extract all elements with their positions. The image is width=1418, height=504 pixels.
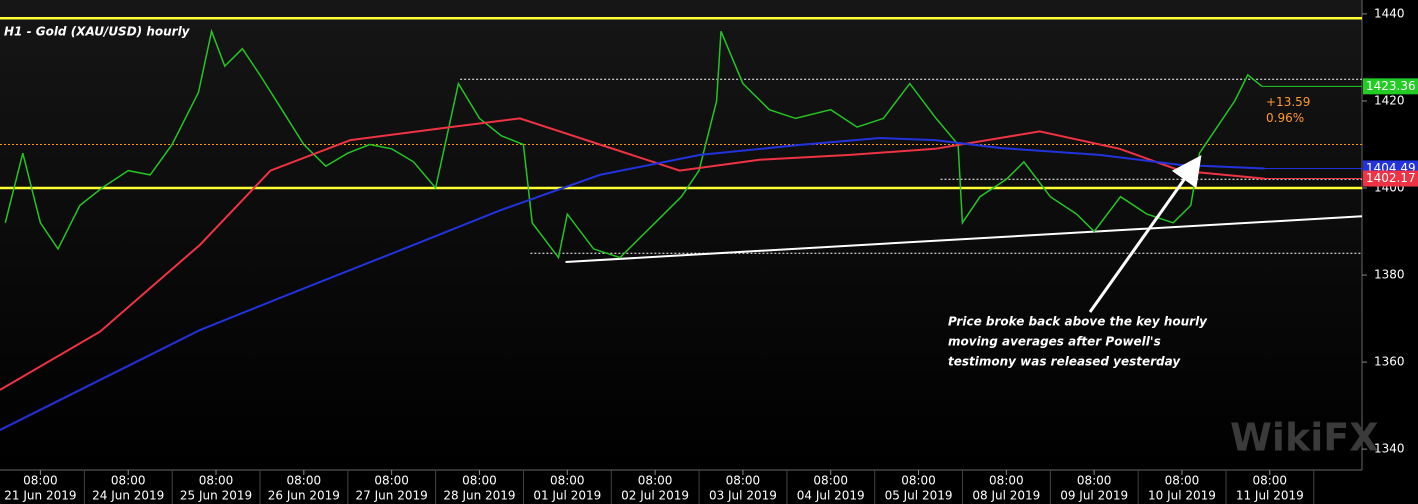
annotation-arrow (1088, 155, 1202, 313)
x-tick-label: 08:00 (111, 474, 146, 488)
x-tick-label: 08:00 (989, 474, 1024, 488)
x-tick-date: 09 Jul 2019 (1060, 489, 1128, 503)
price-tag (1363, 170, 1418, 187)
y-tick-label: 1360 (1374, 355, 1405, 369)
x-tick-label: 08:00 (1165, 474, 1200, 488)
x-tick-date: 04 Jul 2019 (797, 489, 865, 503)
annotation-line: testimony was released yesterday (948, 355, 1181, 369)
price-tag (1363, 78, 1418, 95)
x-tick-label: 08:00 (23, 474, 58, 488)
x-tick-date: 03 Jul 2019 (709, 489, 777, 503)
series-line (0, 117, 1265, 391)
x-tick-label: 08:00 (199, 474, 234, 488)
x-tick-label: 08:00 (638, 474, 673, 488)
plot-background (0, 0, 1362, 470)
x-tick-label: 08:00 (374, 474, 409, 488)
y-tick-label: 1440 (1374, 6, 1405, 20)
series-line (0, 136, 1265, 431)
x-tick-date: 01 Jul 2019 (533, 489, 601, 503)
price-tag-label: 1423.36 (1366, 79, 1416, 93)
x-tick-label: 08:00 (813, 474, 848, 488)
x-tick-label: 08:00 (462, 474, 497, 488)
x-tick-label: 08:00 (1077, 474, 1112, 488)
y-tick-label: 1380 (1374, 268, 1405, 282)
x-tick-label: 08:00 (1252, 474, 1287, 488)
x-tick-date: 21 Jun 2019 (4, 489, 76, 503)
trendline (565, 215, 1363, 263)
x-tick-label: 08:00 (287, 474, 322, 488)
annotation-line: moving averages after Powell's (948, 335, 1161, 349)
series-line (4, 28, 1263, 260)
x-tick-date: 02 Jul 2019 (621, 489, 689, 503)
x-tick-date: 11 Jul 2019 (1236, 489, 1304, 503)
chart-title: H1 - Gold (XAU/USD) hourly (4, 25, 191, 39)
x-tick-label: 08:00 (726, 474, 761, 488)
annotation-line: Price broke back above the key hourly (948, 315, 1208, 329)
x-tick-label: 08:00 (550, 474, 585, 488)
x-tick-date: 28 Jun 2019 (443, 489, 515, 503)
price-tag-label: 1402.17 (1366, 171, 1416, 185)
x-tick-date: 26 Jun 2019 (268, 489, 340, 503)
y-tick-label: 1420 (1374, 93, 1405, 107)
x-tick-date: 05 Jul 2019 (885, 489, 953, 503)
x-tick-date: 08 Jul 2019 (972, 489, 1040, 503)
x-tick-date: 27 Jun 2019 (356, 489, 428, 503)
x-tick-date: 25 Jun 2019 (180, 489, 252, 503)
watermark: WikiFX (1230, 416, 1379, 460)
change-percent: 0.96% (1266, 111, 1304, 125)
change-value: +13.59 (1266, 95, 1310, 109)
x-tick-date: 24 Jun 2019 (92, 489, 164, 503)
x-tick-date: 10 Jul 2019 (1148, 489, 1216, 503)
y-tick-label: 1340 (1374, 442, 1405, 456)
x-tick-label: 08:00 (901, 474, 936, 488)
